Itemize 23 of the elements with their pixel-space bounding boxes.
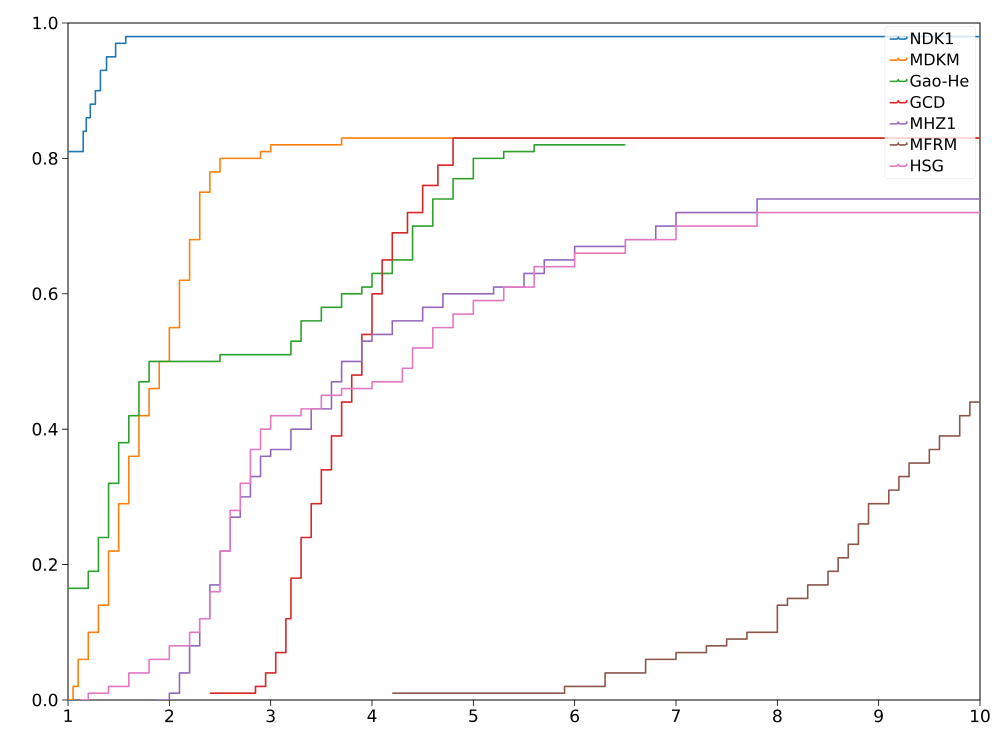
y-tick-label: 0.4 — [32, 422, 58, 436]
y-tick-label: 0.2 — [32, 558, 57, 571]
x-tick-label: 7 — [672, 710, 680, 722]
y-tick-label: 0.6 — [32, 287, 58, 300]
x-tick-label: 8 — [773, 709, 782, 722]
legend-label: Gao-He — [910, 74, 968, 87]
x-tick-label: 6 — [570, 709, 579, 722]
x-tick-label: 10 — [971, 709, 990, 722]
x-tick-label: 4 — [367, 710, 376, 722]
y-tick-label: 0.0 — [32, 694, 58, 706]
x-tick-label: 3 — [266, 709, 275, 722]
y-tick-label: 0.8 — [32, 152, 58, 165]
x-tick-label: 2 — [165, 709, 174, 722]
x-tick-label: 1 — [64, 710, 72, 722]
legend-label: NDK1 — [911, 32, 953, 44]
x-tick-label: 9 — [874, 709, 883, 722]
legend-label: MFRM — [911, 138, 956, 150]
legend-label: MHZ1 — [911, 117, 955, 129]
legend-label: MDKM — [911, 54, 958, 66]
x-tick-label: 5 — [469, 710, 478, 722]
y-tick-label: 1.0 — [33, 16, 58, 30]
legend-label: GCD — [910, 96, 944, 108]
legend-label: HSG — [911, 159, 943, 172]
